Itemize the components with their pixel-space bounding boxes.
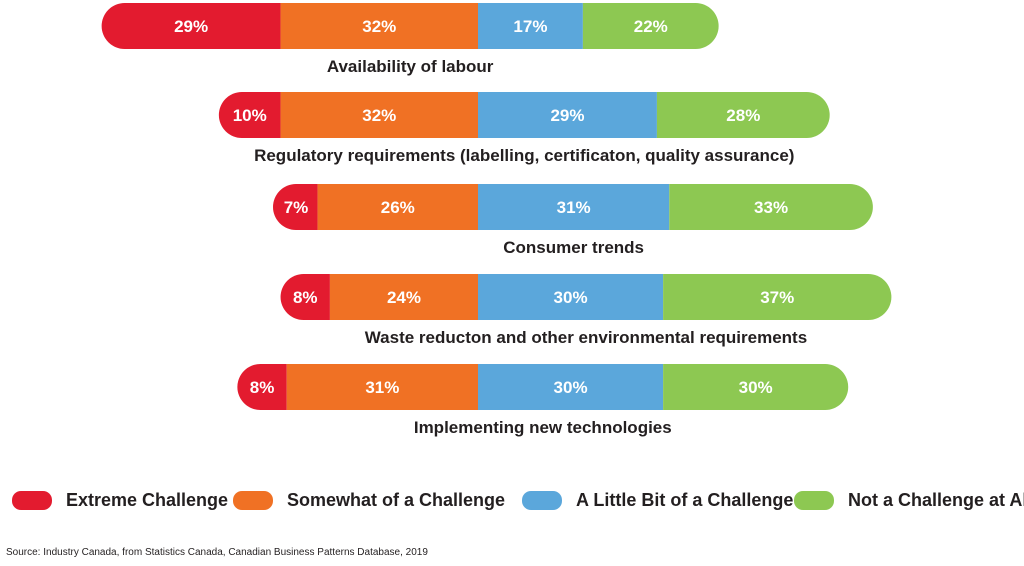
data-label-not-a-challenge-at-all: 33% — [754, 198, 788, 217]
legend-label-extreme-challenge: Extreme Challenge — [66, 489, 229, 510]
data-label-somewhat-of-a-challenge: 26% — [381, 198, 415, 217]
legend-swatch-not-a-challenge-at-all — [794, 490, 834, 510]
legend-item-extreme-challenge: Extreme Challenge — [12, 487, 228, 513]
data-label-not-a-challenge-at-all: 22% — [634, 17, 668, 36]
data-label-a-little-bit-of-a-challenge: 29% — [550, 106, 584, 125]
data-label-a-little-bit-of-a-challenge: 17% — [513, 17, 547, 36]
data-label-somewhat-of-a-challenge: 31% — [365, 378, 399, 397]
data-label-extreme-challenge: 8% — [250, 378, 275, 397]
bar-segment-extreme-challenge — [218, 92, 281, 138]
legend-item-a-little-bit-of-a-challenge: A Little Bit of a Challenge — [522, 487, 793, 513]
data-label-extreme-challenge: 8% — [293, 288, 318, 307]
bar-segment-a-little-bit-of-a-challenge — [478, 274, 664, 320]
bar-waste-reducton-and-other-environmental-requirements: 8% 24% 30% 37% — [280, 274, 892, 320]
data-label-extreme-challenge: 7% — [284, 198, 309, 217]
bar-segment-a-little-bit-of-a-challenge — [478, 92, 657, 138]
data-label-a-little-bit-of-a-challenge: 31% — [557, 198, 591, 217]
data-label-somewhat-of-a-challenge: 24% — [387, 288, 421, 307]
data-label-a-little-bit-of-a-challenge: 30% — [554, 378, 588, 397]
source-note: Source: Industry Canada, from Statistics… — [6, 547, 428, 558]
bar-implementing-new-technologies: 8% 31% 30% 30% — [237, 364, 849, 411]
legend-item-somewhat-of-a-challenge: Somewhat of a Challenge — [233, 487, 505, 513]
legend-label-not-a-challenge-at-all: Not a Challenge at All — [848, 489, 1024, 510]
bar-regulatory-requirements-labelling-certificaton-quality-assurance: 10% 32% 29% 28% — [218, 92, 830, 138]
category-label: Consumer trends — [503, 238, 644, 257]
data-label-not-a-challenge-at-all: 30% — [739, 378, 773, 397]
bar-segment-not-a-challenge-at-all — [582, 3, 719, 49]
bar-segment-not-a-challenge-at-all — [663, 274, 892, 320]
legend-swatch-somewhat-of-a-challenge — [233, 490, 273, 510]
bar-segment-not-a-challenge-at-all — [656, 92, 830, 138]
bar-segment-somewhat-of-a-challenge — [286, 364, 478, 410]
bar-segment-extreme-challenge — [237, 364, 287, 410]
bar-segment-somewhat-of-a-challenge — [280, 92, 478, 138]
data-label-a-little-bit-of-a-challenge: 30% — [554, 288, 588, 307]
category-label: Waste reducton and other environmental r… — [365, 328, 807, 347]
bar-segment-a-little-bit-of-a-challenge — [478, 364, 664, 410]
legend-swatch-extreme-challenge — [12, 490, 52, 510]
bar-consumer-trends: 7% 26% 31% 33% — [273, 184, 873, 230]
bar-segment-not-a-challenge-at-all — [663, 364, 849, 411]
category-label: Availability of labour — [327, 57, 494, 76]
data-label-not-a-challenge-at-all: 28% — [726, 106, 760, 125]
bar-segment-a-little-bit-of-a-challenge — [478, 3, 583, 49]
category-label: Implementing new technologies — [414, 418, 672, 437]
bar-segment-extreme-challenge — [273, 184, 318, 230]
bar-availability-of-labour: 29% 32% 17% 22% — [101, 3, 719, 49]
bar-segment-somewhat-of-a-challenge — [329, 274, 478, 320]
legend-label-a-little-bit-of-a-challenge: A Little Bit of a Challenge — [576, 489, 794, 510]
legend-item-not-a-challenge-at-all: Not a Challenge at All — [794, 487, 1024, 513]
bar-segment-somewhat-of-a-challenge — [280, 3, 478, 49]
data-label-not-a-challenge-at-all: 37% — [760, 288, 794, 307]
data-label-somewhat-of-a-challenge: 32% — [362, 17, 396, 36]
bar-segment-extreme-challenge — [280, 274, 330, 320]
legend: Extreme Challenge Somewhat of a Challeng… — [12, 487, 1024, 513]
bar-segment-not-a-challenge-at-all — [669, 184, 873, 230]
stacked-bar-chart: 29% 32% 17% 22% Availability of labour 10% 32%… — [101, 3, 892, 437]
bar-segment-extreme-challenge — [101, 3, 281, 49]
bar-segment-a-little-bit-of-a-challenge — [478, 184, 670, 230]
category-label: Regulatory requirements (labelling, cert… — [254, 146, 794, 165]
bar-segment-somewhat-of-a-challenge — [317, 184, 478, 230]
data-label-extreme-challenge: 29% — [174, 17, 208, 36]
legend-swatch-a-little-bit-of-a-challenge — [522, 490, 562, 510]
data-label-extreme-challenge: 10% — [233, 106, 267, 125]
legend-label-somewhat-of-a-challenge: Somewhat of a Challenge — [287, 489, 506, 510]
data-label-somewhat-of-a-challenge: 32% — [362, 106, 396, 125]
